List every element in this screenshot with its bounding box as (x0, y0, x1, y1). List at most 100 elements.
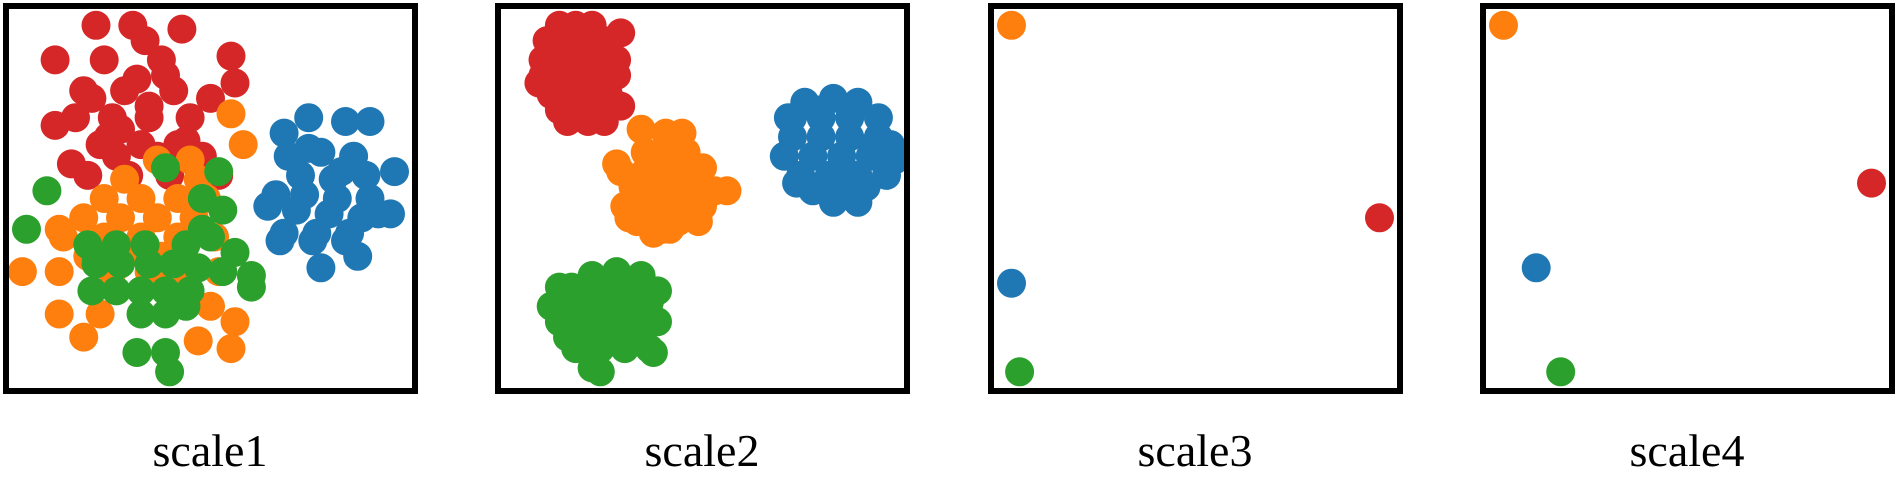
point-blue-scale1-26 (363, 199, 393, 229)
point-orange-scale1-33 (69, 322, 99, 352)
point-orange-scale3-0 (997, 10, 1026, 40)
point-red-scale1-28 (56, 149, 86, 179)
point-blue-scale1-16 (281, 195, 311, 225)
point-green-scale1-15 (134, 249, 164, 279)
point-orange-scale1-35 (216, 334, 246, 364)
point-blue-scale2-27 (831, 157, 861, 187)
point-orange-scale1-0 (216, 99, 246, 129)
scatter-points-scale2 (524, 10, 910, 387)
point-red-scale2-27 (606, 91, 636, 121)
point-orange-scale1-11 (106, 203, 135, 233)
point-green-scale1-14 (106, 249, 135, 279)
point-green-scale1-25 (236, 261, 266, 290)
plot-frame-scale2 (495, 3, 910, 394)
point-orange-scale1-1 (228, 130, 258, 160)
point-green-scale2-27 (544, 272, 574, 302)
point-green-scale1-1 (204, 157, 234, 187)
point-blue-scale1-29 (294, 133, 324, 163)
point-red-scale1-2 (167, 14, 197, 44)
point-orange-scale1-12 (142, 203, 172, 233)
point-green-scale1-26 (126, 299, 156, 329)
point-blue-scale1-27 (343, 241, 373, 271)
point-green-scale2-29 (577, 353, 607, 383)
point-orange-scale1-34 (183, 326, 213, 356)
point-orange-scale2-27 (647, 214, 677, 244)
point-red-scale2-28 (524, 68, 554, 98)
point-green-scale1-32 (81, 241, 111, 271)
point-orange-scale2-28 (712, 176, 742, 206)
point-blue-scale1-1 (294, 103, 324, 133)
point-green-scale1-21 (101, 276, 131, 306)
point-orange-scale1-7 (126, 184, 156, 213)
point-orange-scale1-30 (85, 299, 115, 329)
point-green-scale1-16 (159, 249, 189, 279)
point-green-scale1-0 (151, 153, 180, 183)
point-red-scale1-0 (81, 10, 111, 40)
point-red-scale1-27 (134, 91, 164, 121)
scatter-points-scale3 (997, 10, 1394, 387)
point-green-scale2-28 (643, 276, 672, 306)
point-orange-scale1-32 (220, 307, 250, 337)
panel-scale3: scale3 (988, 3, 1403, 476)
point-blue-scale1-30 (326, 157, 356, 187)
point-orange-scale1-23 (7, 257, 37, 287)
point-blue-scale2-30 (876, 130, 906, 160)
point-blue-scale1-28 (306, 253, 336, 283)
point-green-scale1-11 (196, 222, 225, 252)
point-red-scale1-30 (122, 64, 152, 94)
point-blue-scale1-3 (355, 107, 385, 136)
point-blue-scale1-23 (265, 226, 295, 256)
point-orange-scale2-0 (626, 114, 656, 144)
point-blue-scale1-0 (269, 118, 299, 148)
point-green-scale1-5 (12, 214, 41, 244)
point-orange-scale1-31 (196, 291, 225, 321)
point-green-scale1-23 (151, 276, 180, 306)
panel-caption-scale2: scale2 (645, 425, 760, 476)
point-red-scale1-13 (175, 103, 205, 133)
point-blue-scale1-15 (253, 191, 283, 221)
point-blue-scale1-24 (298, 226, 328, 256)
point-red-scale3-0 (1365, 203, 1394, 233)
point-orange-scale1-4 (110, 164, 140, 194)
point-blue-scale2-24 (843, 187, 873, 217)
panel-caption-scale3: scale3 (1138, 425, 1253, 476)
point-orange-scale1-24 (44, 257, 74, 287)
point-green-scale1-28 (171, 291, 201, 321)
point-green-scale2-24 (610, 334, 640, 364)
point-red-scale4-0 (1857, 168, 1886, 198)
point-blue-scale4-0 (1521, 253, 1551, 283)
point-blue-scale2-23 (818, 187, 848, 217)
point-blue-scale2-29 (782, 168, 812, 198)
plot-frame-scale4 (1480, 3, 1895, 394)
point-green-scale1-29 (122, 338, 152, 367)
point-blue-scale2-11 (769, 141, 799, 171)
point-green-scale1-4 (208, 195, 238, 225)
point-blue-scale1-2 (331, 107, 360, 136)
point-orange-scale1-29 (44, 299, 74, 329)
point-green-scale1-18 (208, 257, 238, 287)
point-red-scale1-33 (106, 114, 135, 144)
point-green-scale1-17 (183, 253, 213, 283)
scatter-points-scale1 (7, 10, 409, 387)
panel-scale4: scale4 (1480, 3, 1895, 476)
point-red-scale1-4 (89, 45, 119, 75)
point-green-scale2-25 (634, 334, 664, 364)
point-blue-scale1-10 (380, 157, 409, 187)
point-orange-scale4-0 (1489, 10, 1518, 40)
panel-caption-scale4: scale4 (1630, 425, 1745, 476)
point-red-scale1-14 (196, 83, 225, 113)
point-red-scale1-3 (40, 45, 70, 75)
scatter-points-scale4 (1489, 10, 1886, 387)
point-green-scale1-22 (126, 276, 156, 306)
panel-scale1: scale1 (3, 3, 418, 476)
point-blue-scale1-9 (351, 160, 381, 190)
plot-frame-scale3 (988, 3, 1403, 394)
point-orange-scale1-10 (69, 203, 99, 233)
point-green-scale2-22 (561, 334, 591, 364)
panel-caption-scale1: scale1 (153, 425, 268, 476)
point-red-scale1-35 (220, 68, 250, 98)
point-red-scale2-24 (553, 107, 582, 136)
point-orange-scale1-6 (89, 184, 119, 213)
point-green-scale1-20 (77, 276, 107, 306)
